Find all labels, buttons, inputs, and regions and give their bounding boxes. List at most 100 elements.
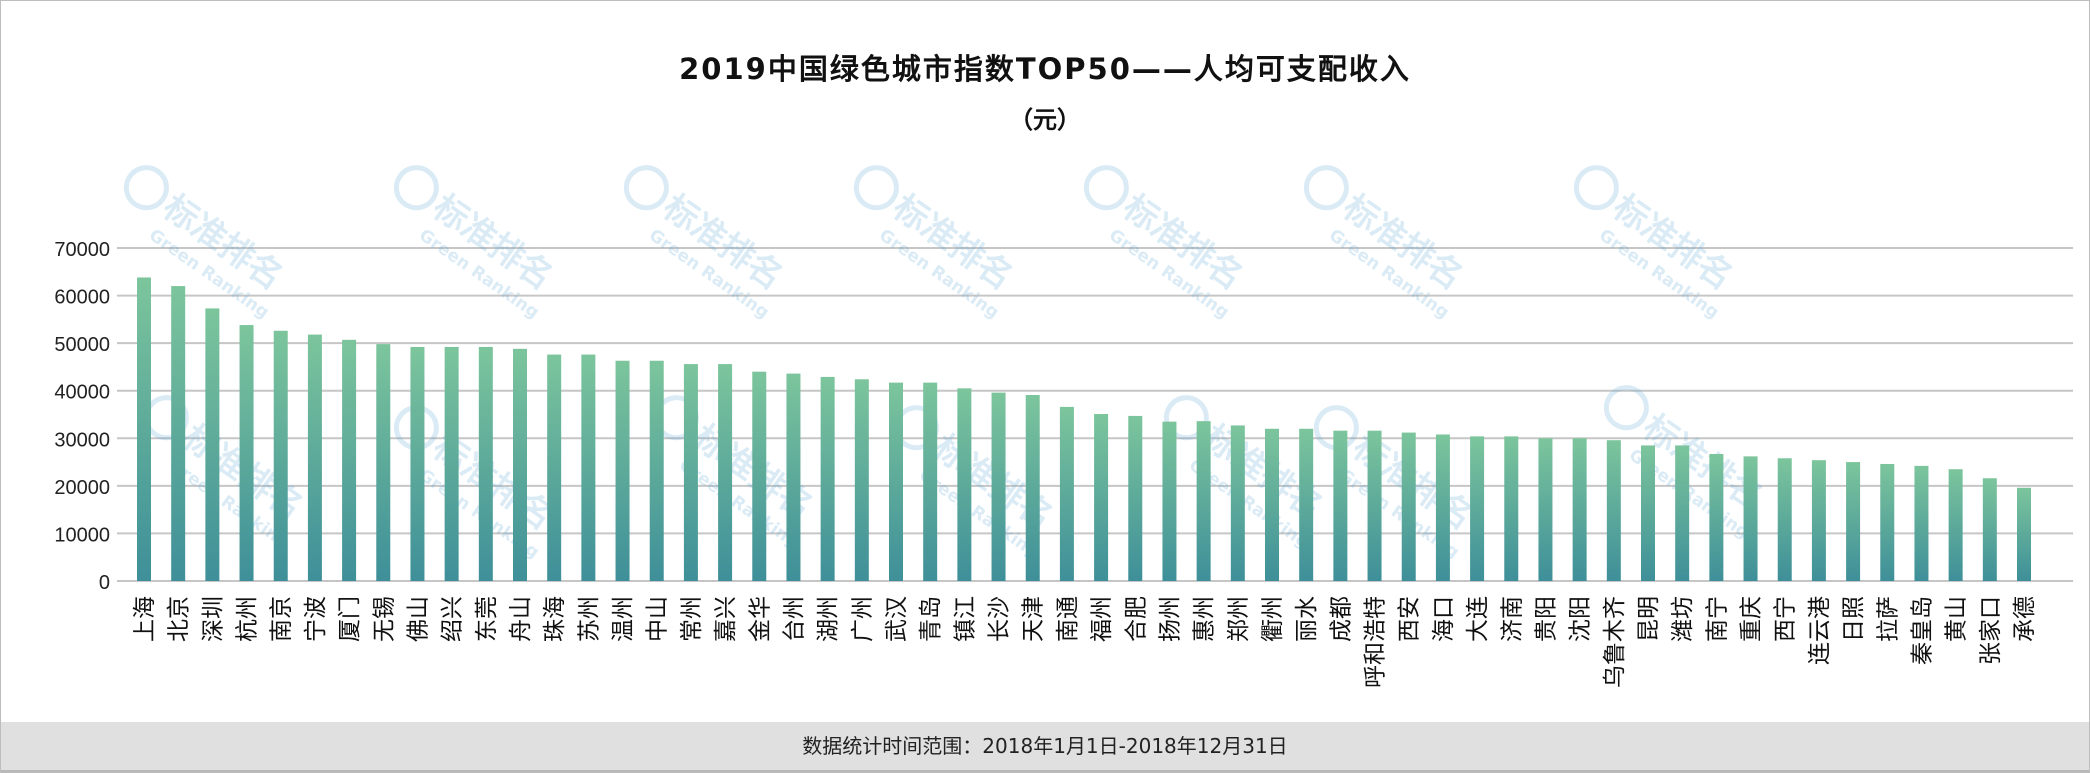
- watermark-icon: [623, 165, 669, 211]
- x-tick-label: 南宁: [1704, 596, 1730, 642]
- watermark-icon: [853, 165, 899, 211]
- bar-日照: [1846, 462, 1861, 581]
- bar-拉萨: [1880, 463, 1895, 581]
- footer-date-range: 数据统计时间范围：2018年1月1日-2018年12月31日: [802, 734, 1288, 758]
- y-tick-label: 50000: [54, 334, 110, 356]
- bar-青岛: [923, 382, 938, 581]
- x-tick-label: 潍坊: [1670, 596, 1696, 642]
- bar-绍兴: [444, 346, 459, 581]
- x-tick-label: 长沙: [987, 596, 1013, 642]
- watermark-icon: [1303, 165, 1349, 211]
- x-tick-label: 海口: [1431, 596, 1457, 642]
- bar-金华: [752, 371, 767, 581]
- bar-台州: [786, 373, 801, 581]
- bar-湖州: [820, 376, 835, 581]
- bar-重庆: [1743, 456, 1758, 581]
- bar-中山: [649, 360, 664, 581]
- x-tick-label: 深圳: [200, 596, 226, 642]
- x-tick-label: 中山: [645, 596, 671, 642]
- y-tick-label: 10000: [54, 524, 110, 546]
- x-tick-label: 上海: [132, 596, 158, 642]
- bar-连云港: [1811, 460, 1826, 581]
- bar-杭州: [239, 325, 254, 581]
- x-tick-label: 珠海: [542, 596, 568, 642]
- bar-北京: [171, 286, 186, 581]
- bar-西宁: [1777, 458, 1792, 581]
- x-tick-label: 重庆: [1739, 596, 1765, 642]
- x-tick-label: 惠州: [1192, 596, 1218, 642]
- x-tick-label: 福州: [1089, 596, 1115, 642]
- watermark-icon: [1083, 165, 1129, 211]
- bar-常州: [683, 364, 698, 581]
- watermark-icon: [393, 405, 439, 451]
- x-tick-label: 青岛: [918, 596, 944, 642]
- x-tick-label: 佛山: [405, 596, 431, 642]
- footer-bar: 数据统计时间范围：2018年1月1日-2018年12月31日: [1, 722, 2089, 772]
- x-tick-label: 湖州: [816, 596, 842, 642]
- y-tick-label: 30000: [54, 429, 110, 451]
- bar-舟山: [513, 348, 527, 581]
- bar-沈阳: [1572, 438, 1587, 581]
- bar-西安: [1401, 432, 1416, 581]
- x-tick-label: 西宁: [1773, 596, 1799, 642]
- bar-乌鲁木齐: [1606, 440, 1621, 581]
- x-tick-label: 南京: [269, 596, 295, 642]
- bar-上海: [137, 277, 151, 581]
- x-tick-label: 连云港: [1807, 596, 1833, 665]
- x-tick-label: 秦皇岛: [1909, 596, 1935, 665]
- x-tick-label: 丽水: [1294, 596, 1320, 642]
- y-tick-label: 70000: [54, 239, 110, 261]
- x-tick-label: 郑州: [1226, 596, 1252, 642]
- bar-丽水: [1299, 428, 1314, 581]
- bar-郑州: [1230, 425, 1245, 581]
- bar-惠州: [1196, 421, 1211, 581]
- bar-镇江: [957, 388, 972, 581]
- x-tick-label: 扬州: [1157, 596, 1183, 642]
- bar-承德: [2017, 487, 2031, 581]
- x-tick-label: 乌鲁木齐: [1602, 596, 1628, 688]
- chart-title: 2019中国绿色城市指数TOP50——人均可支配收入: [679, 52, 1411, 86]
- bar-合肥: [1128, 415, 1143, 581]
- x-tick-label: 成都: [1328, 596, 1354, 642]
- x-tick-label: 杭州: [235, 596, 261, 642]
- x-tick-label: 昆明: [1636, 596, 1662, 642]
- x-tick-label: 西安: [1397, 596, 1423, 642]
- x-tick-label: 广州: [850, 596, 876, 642]
- watermark-icon: [123, 165, 169, 211]
- x-tick-label: 金华: [747, 596, 773, 642]
- bar-深圳: [205, 308, 220, 581]
- bar-天津: [1025, 394, 1040, 581]
- bar-宁波: [307, 334, 322, 581]
- x-tick-label: 合肥: [1123, 596, 1149, 642]
- bar-秦皇岛: [1914, 465, 1929, 581]
- bar-无锡: [376, 344, 391, 581]
- bar-昆明: [1641, 445, 1655, 581]
- bar-潍坊: [1675, 445, 1690, 581]
- x-tick-label: 镇江: [952, 596, 978, 642]
- bar-长沙: [991, 392, 1006, 581]
- watermark-icon: [1313, 405, 1359, 451]
- bar-大连: [1470, 436, 1485, 581]
- x-tick-label: 拉萨: [1875, 596, 1901, 642]
- y-tick-label: 40000: [54, 382, 110, 404]
- bar-海口: [1435, 434, 1450, 581]
- x-tick-label: 武汉: [884, 596, 910, 642]
- x-tick-label: 舟山: [508, 596, 534, 642]
- x-tick-label: 承德: [2012, 596, 2038, 642]
- x-tick-label: 衢州: [1260, 596, 1286, 642]
- bar-武汉: [889, 382, 903, 581]
- bar-黄山: [1948, 469, 1963, 581]
- x-tick-label: 厦门: [337, 596, 363, 642]
- bar-温州: [615, 360, 630, 581]
- x-tick-label: 贵阳: [1533, 596, 1559, 642]
- bar-嘉兴: [718, 364, 733, 581]
- x-tick-label: 嘉兴: [713, 596, 739, 642]
